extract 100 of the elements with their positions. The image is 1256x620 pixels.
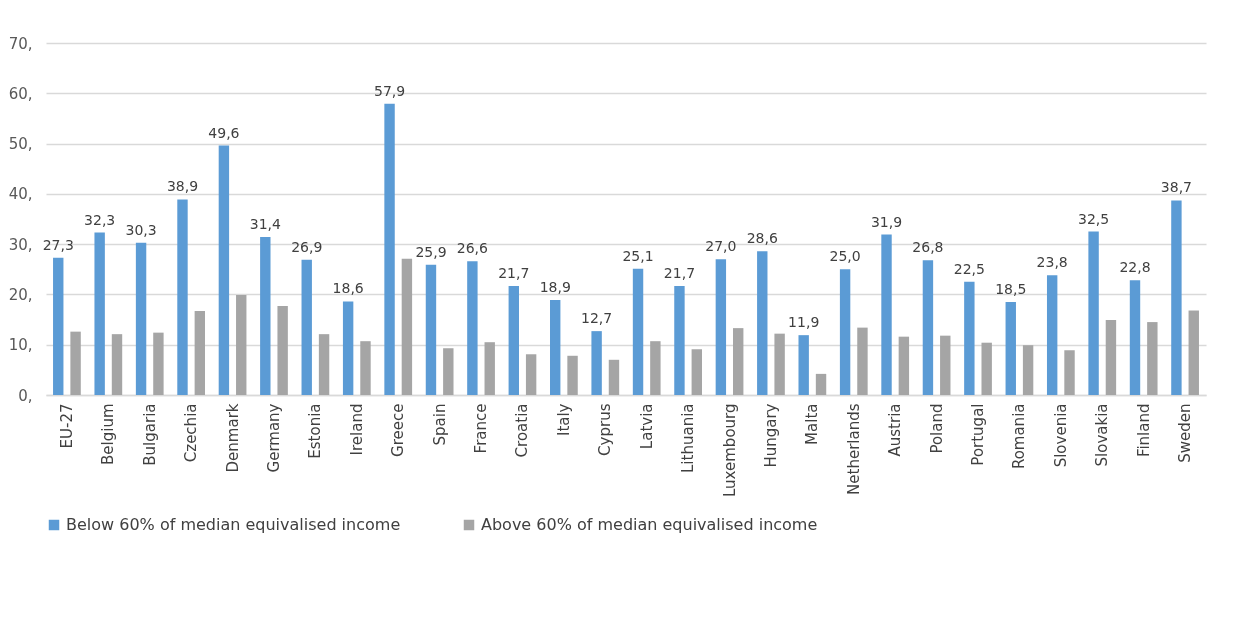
bar — [153, 332, 164, 395]
x-tick-label: Latvia — [637, 403, 656, 450]
x-tick-label: Lithuania — [679, 403, 698, 473]
bar — [111, 334, 123, 395]
x-tick-label: Bulgaria — [140, 403, 159, 466]
x-tick-label: Netherlands — [844, 403, 863, 495]
x-tick-label: Austria — [886, 403, 905, 457]
x-tick-label: France — [472, 403, 491, 454]
bar — [218, 145, 230, 395]
bar — [135, 242, 147, 395]
x-tick-label: Estonia — [306, 403, 325, 459]
bar — [177, 199, 188, 395]
bar — [1005, 301, 1016, 395]
x-tick-label: Sweden — [1176, 403, 1195, 463]
data-label: 26,9 — [291, 238, 323, 255]
bar — [1022, 345, 1034, 395]
bar — [443, 348, 454, 395]
x-tick-label: Malta — [803, 403, 822, 445]
x-tick-label: Finland — [1134, 403, 1153, 458]
x-tick-label: EU-27 — [57, 403, 76, 449]
y-tick-label: 40, — [8, 185, 33, 204]
bar — [839, 269, 851, 395]
bar — [1046, 275, 1058, 395]
data-label: 27,3 — [42, 236, 74, 253]
data-label: 26,8 — [912, 239, 944, 256]
bar — [815, 373, 827, 395]
bar — [798, 335, 809, 395]
bar — [774, 333, 785, 395]
bar — [591, 331, 602, 395]
bar — [1088, 231, 1099, 395]
bar — [981, 342, 992, 395]
x-tick-label: Croatia — [513, 403, 532, 458]
x-tick-label: Luxembourg — [720, 403, 739, 497]
data-label: 32,3 — [84, 211, 116, 228]
data-label: 18,5 — [995, 280, 1027, 297]
bar — [360, 341, 371, 395]
data-label: 25,0 — [829, 248, 861, 265]
bar — [715, 259, 727, 395]
bar — [384, 103, 395, 395]
bar — [70, 331, 81, 395]
data-label: 12,7 — [581, 310, 613, 327]
bar — [608, 359, 620, 395]
bar — [425, 264, 437, 395]
bar — [318, 334, 330, 395]
data-label: 11,9 — [788, 314, 820, 331]
data-label: 22,8 — [1119, 259, 1151, 276]
data-label: 31,4 — [249, 216, 281, 233]
bar — [194, 311, 206, 395]
x-tick-label: Slovenia — [1051, 403, 1070, 468]
bar — [632, 268, 644, 395]
data-label: 38,7 — [1160, 179, 1192, 196]
x-tick-label: Slovakia — [1093, 403, 1112, 467]
bar — [922, 260, 934, 395]
x-tick-label: Ireland — [347, 403, 366, 456]
bar — [277, 305, 288, 395]
x-tick-label: Greece — [389, 403, 408, 457]
x-tick-label: Spain — [430, 403, 449, 446]
data-label: 38,9 — [166, 178, 199, 195]
bar — [857, 327, 868, 395]
legend-label: Above 60% of median equivalised income — [481, 515, 818, 534]
bar — [674, 285, 685, 395]
y-tick-label: 10, — [8, 336, 33, 355]
data-label: 26,6 — [456, 240, 489, 257]
bar — [236, 294, 247, 395]
x-tick-label: Cyprus — [596, 403, 615, 456]
bar — [1147, 322, 1158, 395]
bar — [550, 299, 561, 395]
bar — [342, 301, 354, 395]
data-label: 22,5 — [953, 260, 985, 277]
bar — [467, 261, 478, 395]
y-tick-label: 20, — [8, 285, 33, 304]
bar — [525, 354, 537, 395]
bar — [691, 349, 702, 395]
bar — [508, 285, 519, 395]
x-tick-label: Czechia — [182, 403, 201, 463]
data-label: 18,9 — [539, 278, 571, 295]
data-label: 21,7 — [663, 264, 696, 281]
x-tick-label: Belgium — [99, 403, 118, 465]
data-label: 23,8 — [1036, 254, 1068, 271]
bar — [733, 328, 744, 395]
data-label: 25,1 — [622, 247, 654, 264]
data-label: 49,6 — [208, 124, 240, 141]
data-label: 28,6 — [746, 230, 778, 247]
x-tick-label: Italy — [554, 403, 573, 437]
bar — [898, 336, 910, 395]
bar — [1064, 350, 1075, 395]
bar — [650, 341, 661, 395]
x-tick-label: Hungary — [761, 403, 780, 468]
bar — [94, 232, 105, 395]
y-tick-label: 0, — [18, 386, 33, 405]
x-tick-label: Poland — [927, 403, 946, 454]
bar — [940, 335, 951, 395]
bar — [260, 237, 271, 395]
x-tick-label: Denmark — [223, 403, 242, 473]
bar — [1171, 200, 1182, 395]
x-tick-label: Romania — [1010, 403, 1029, 470]
bar — [881, 234, 892, 395]
bar — [964, 281, 975, 395]
y-tick-label: 30, — [8, 235, 33, 254]
bar — [757, 251, 768, 395]
